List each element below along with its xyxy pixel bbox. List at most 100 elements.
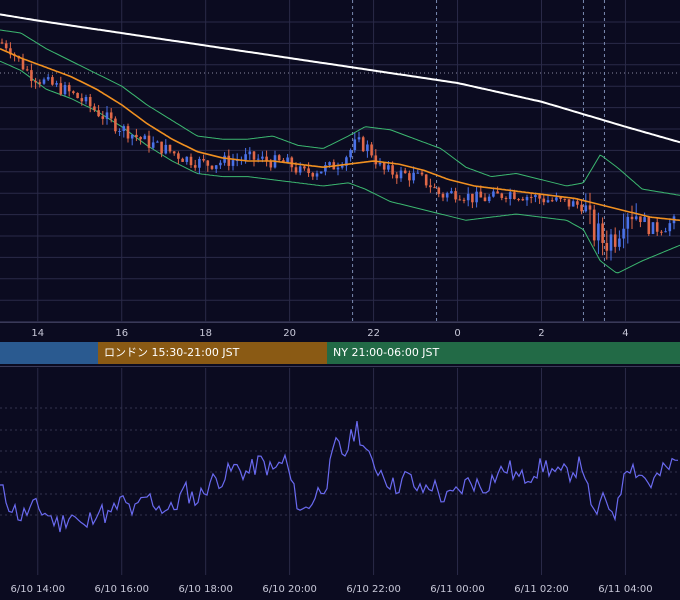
candle-up	[214, 165, 218, 169]
candle-down	[361, 137, 365, 152]
price-x-tick-label: 14	[31, 328, 45, 339]
candle-down	[500, 193, 504, 198]
candle-down	[290, 157, 294, 168]
candle-down	[429, 185, 432, 188]
candle-down	[168, 144, 172, 152]
price-x-tick-label: 16	[115, 328, 129, 339]
candle-down	[580, 204, 583, 212]
candle-up	[84, 96, 88, 102]
candle-down	[177, 153, 180, 159]
candle-up	[366, 144, 369, 152]
candle-down	[521, 199, 525, 201]
long-moving-average-line	[0, 13, 680, 144]
candle-down	[576, 201, 579, 205]
candle-up	[55, 83, 58, 85]
candle-down	[80, 98, 84, 102]
candle-up	[105, 112, 109, 119]
candle-down	[21, 58, 25, 70]
candle-down	[613, 234, 617, 247]
candle-up	[387, 165, 390, 170]
candle-down	[408, 173, 411, 181]
candle-up	[508, 192, 512, 199]
oscillator-x-tick-label: 6/10 14:00	[10, 584, 65, 595]
candle-down	[139, 137, 142, 140]
candle-down	[433, 187, 436, 189]
candle-down	[67, 85, 71, 92]
price-x-tick-label: 2	[538, 328, 545, 339]
candle-down	[647, 217, 651, 235]
candle-down	[374, 155, 378, 165]
short-moving-average-line	[0, 47, 680, 222]
candle-up	[315, 173, 319, 177]
candle-down	[462, 199, 466, 201]
candle-down	[189, 156, 193, 166]
candle-up	[664, 231, 667, 233]
candle-up	[412, 172, 415, 181]
candle-down	[109, 112, 113, 119]
candle-down	[479, 191, 483, 198]
candle-up	[626, 216, 630, 229]
bollinger-upper-line	[0, 29, 680, 196]
candle-down	[59, 83, 63, 95]
candle-up	[223, 155, 226, 163]
candle-up	[336, 167, 340, 170]
candle-down	[655, 222, 659, 232]
candle-down	[269, 161, 273, 168]
candle-up	[328, 162, 331, 166]
candle-down	[529, 196, 533, 198]
candle-down	[227, 155, 231, 166]
candle-up	[130, 134, 134, 139]
candle-up	[546, 200, 550, 203]
candle-down	[370, 144, 373, 156]
candle-down	[114, 118, 117, 132]
candle-down	[538, 194, 541, 199]
candle-down	[441, 193, 445, 198]
candle-down	[9, 48, 12, 55]
candle-down	[172, 151, 176, 154]
candle-down	[517, 199, 520, 201]
candle-down	[639, 216, 642, 223]
candle-up	[231, 160, 235, 166]
candle-up	[63, 85, 67, 95]
candle-down	[458, 199, 462, 201]
candle-down	[471, 193, 474, 203]
candle-down	[563, 198, 567, 200]
candle-down	[395, 174, 399, 179]
candle-up	[122, 126, 126, 131]
candle-up	[445, 193, 449, 198]
candle-down	[437, 187, 441, 194]
session-segment: NY 21:00-06:00 JST	[327, 342, 680, 364]
bollinger-lower-line	[0, 60, 680, 274]
candle-down	[513, 192, 516, 200]
candle-down	[605, 242, 609, 251]
candle-down	[277, 155, 281, 161]
session-segment: ロンドン 15:30-21:00 JST	[98, 342, 327, 364]
oscillator-x-tick-label: 6/11 00:00	[430, 584, 485, 595]
candle-up	[151, 142, 155, 148]
candle-up	[46, 77, 50, 80]
candle-down	[282, 160, 285, 163]
candle-down	[97, 110, 100, 117]
candle-up	[450, 191, 453, 194]
candle-down	[88, 96, 92, 107]
candle-up	[164, 144, 168, 154]
candle-up	[286, 157, 289, 163]
candle-down	[0, 42, 4, 44]
candle-up	[185, 156, 189, 162]
candle-up	[399, 170, 403, 179]
price-x-tick-label: 22	[367, 328, 380, 339]
candle-down	[72, 91, 75, 93]
candle-down	[147, 135, 151, 148]
candle-up	[349, 150, 352, 158]
candle-up	[487, 196, 491, 202]
candle-down	[210, 165, 214, 169]
candle-up	[584, 205, 588, 212]
candle-down	[30, 70, 33, 81]
candle-down	[660, 231, 663, 233]
candle-up	[219, 162, 222, 166]
candle-down	[160, 141, 163, 154]
candle-down	[181, 158, 184, 162]
candle-up	[525, 196, 529, 201]
candle-up	[42, 79, 46, 84]
